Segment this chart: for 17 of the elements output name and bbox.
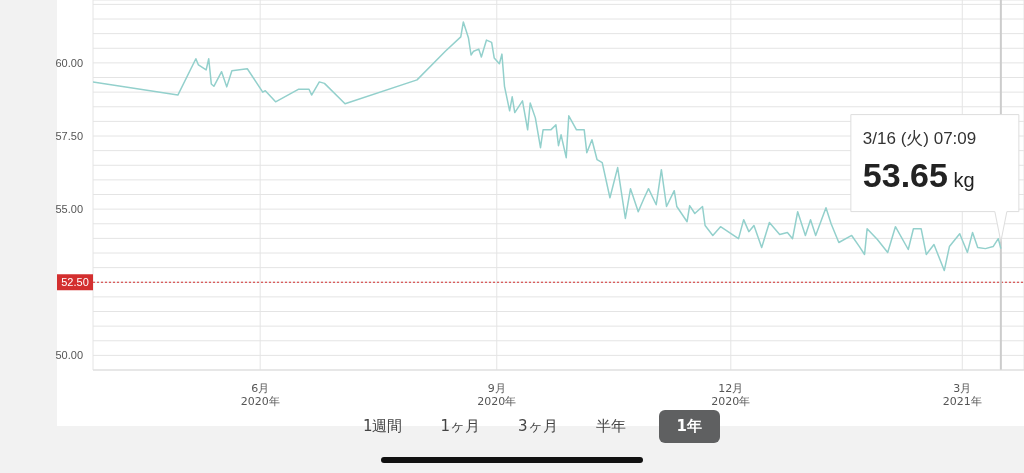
ref-line-label: 52.50 <box>61 276 89 289</box>
text: 3ヶ月 <box>517 415 559 437</box>
x-tick-label: 3月 2021年 <box>942 382 982 408</box>
x-tick-label: 6月 2020年 <box>240 382 280 408</box>
y-tick-label: 60.00 <box>55 56 83 69</box>
annotation: 3/16 (火) 07:09 <box>862 128 977 148</box>
y-tick-label: 57.50 <box>55 130 83 143</box>
line-series <box>93 21 1002 272</box>
annotation: 53.65 kg <box>862 155 975 194</box>
y-tick-label: 55.00 <box>55 203 83 216</box>
text: 1週間 <box>361 415 404 437</box>
y-tick-label: 50.00 <box>55 349 83 362</box>
text: 半年 <box>594 415 627 437</box>
text: 1年 <box>658 409 720 443</box>
x-tick-label: 9月 2020年 <box>477 382 517 408</box>
x-tick-label: 12月 2020年 <box>711 382 751 408</box>
text: 1ヶ月 <box>439 415 481 437</box>
